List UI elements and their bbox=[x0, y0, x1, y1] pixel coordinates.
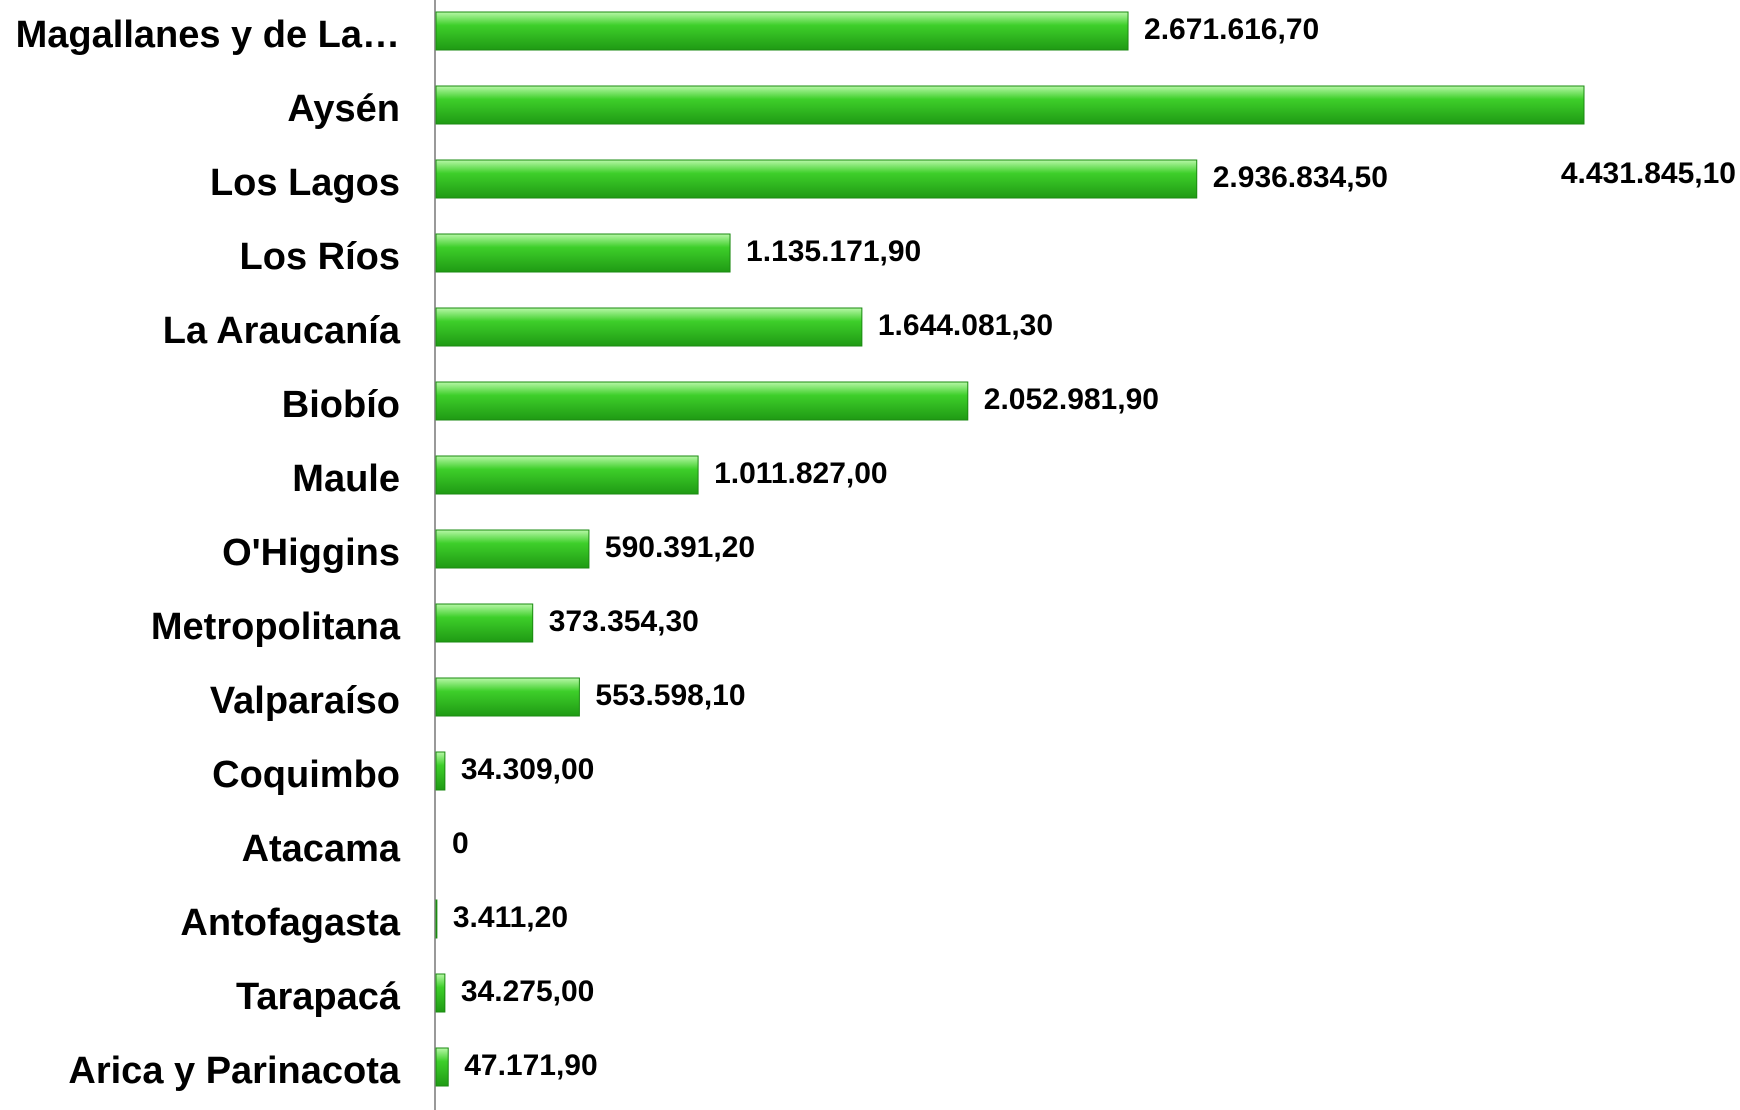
value-label: 34.309,00 bbox=[461, 753, 594, 786]
bar bbox=[435, 159, 1198, 199]
category-label: Coquimbo bbox=[212, 754, 400, 796]
bar bbox=[435, 973, 446, 1013]
bar bbox=[435, 233, 731, 273]
value-label: 3.411,20 bbox=[453, 901, 568, 934]
bar bbox=[435, 85, 1585, 125]
bar bbox=[435, 1047, 449, 1087]
bar bbox=[435, 603, 534, 643]
value-label: 2.671.616,70 bbox=[1144, 13, 1319, 46]
category-label: Biobío bbox=[282, 384, 400, 426]
category-label: Arica y Parinacota bbox=[68, 1050, 400, 1092]
category-label: Antofagasta bbox=[180, 902, 400, 944]
value-label: 1.135.171,90 bbox=[746, 235, 921, 268]
value-label: 2.052.981,90 bbox=[984, 383, 1159, 416]
category-label: Los Lagos bbox=[210, 162, 400, 204]
bar bbox=[435, 381, 969, 421]
category-label: Metropolitana bbox=[151, 606, 401, 648]
bar bbox=[435, 677, 580, 717]
value-label: 553.598,10 bbox=[595, 679, 745, 712]
category-label: O'Higgins bbox=[222, 532, 400, 574]
value-label: 1.644.081,30 bbox=[878, 309, 1053, 342]
value-label: 2.936.834,50 bbox=[1213, 161, 1388, 194]
bar bbox=[435, 529, 590, 569]
category-label: Los Ríos bbox=[240, 236, 400, 278]
value-label: 373.354,30 bbox=[549, 605, 699, 638]
value-label: 47.171,90 bbox=[464, 1049, 597, 1082]
bar bbox=[435, 751, 446, 791]
bar bbox=[435, 11, 1129, 51]
bar bbox=[435, 307, 863, 347]
category-label: Maule bbox=[292, 458, 400, 500]
category-label: Aysén bbox=[287, 88, 400, 130]
category-label: Tarapacá bbox=[236, 976, 401, 1018]
category-label: Magallanes y de La… bbox=[16, 14, 400, 56]
value-label: 0 bbox=[452, 827, 469, 860]
category-label: La Araucanía bbox=[163, 310, 401, 352]
category-label: Atacama bbox=[242, 828, 401, 870]
value-label: 4.431.845,10 bbox=[1561, 157, 1736, 190]
bar bbox=[435, 455, 699, 495]
value-label: 34.275,00 bbox=[461, 975, 594, 1008]
value-label: 1.011.827,00 bbox=[714, 457, 888, 490]
value-label: 590.391,20 bbox=[605, 531, 755, 564]
category-label: Valparaíso bbox=[210, 680, 400, 722]
bar bbox=[435, 899, 438, 939]
